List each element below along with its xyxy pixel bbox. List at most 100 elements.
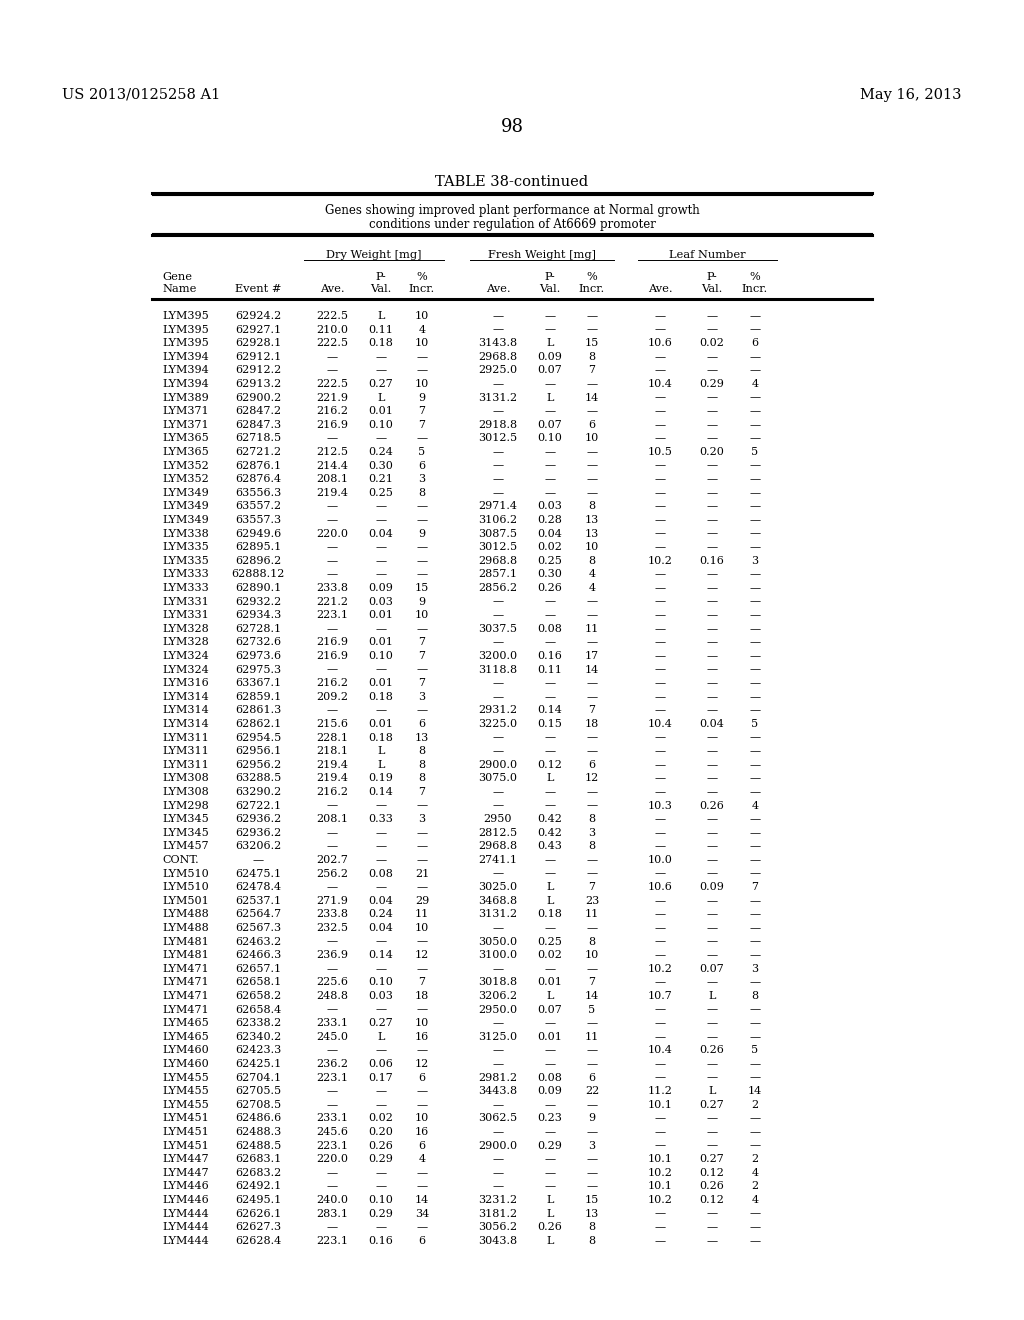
Text: 233.1: 233.1 bbox=[316, 1018, 348, 1028]
Text: 3225.0: 3225.0 bbox=[478, 719, 517, 729]
Text: 3181.2: 3181.2 bbox=[478, 1209, 517, 1218]
Text: —: — bbox=[327, 543, 338, 552]
Text: —: — bbox=[417, 433, 428, 444]
Text: LYM298: LYM298 bbox=[162, 801, 209, 810]
Text: —: — bbox=[707, 528, 718, 539]
Text: 3075.0: 3075.0 bbox=[478, 774, 517, 783]
Text: —: — bbox=[376, 366, 387, 375]
Text: L: L bbox=[377, 392, 385, 403]
Text: LYM349: LYM349 bbox=[162, 502, 209, 511]
Text: —: — bbox=[707, 638, 718, 647]
Text: —: — bbox=[376, 515, 387, 525]
Text: 245.6: 245.6 bbox=[316, 1127, 348, 1137]
Text: —: — bbox=[376, 543, 387, 552]
Text: 10: 10 bbox=[585, 433, 599, 444]
Text: —: — bbox=[654, 896, 666, 906]
Text: L: L bbox=[547, 1236, 554, 1246]
Text: —: — bbox=[750, 528, 761, 539]
Text: LYM316: LYM316 bbox=[162, 678, 209, 688]
Text: 209.2: 209.2 bbox=[316, 692, 348, 702]
Text: 2857.1: 2857.1 bbox=[478, 569, 517, 579]
Text: —: — bbox=[654, 366, 666, 375]
Text: 10.7: 10.7 bbox=[647, 991, 673, 1001]
Text: LYM365: LYM365 bbox=[162, 433, 209, 444]
Text: 271.9: 271.9 bbox=[316, 896, 348, 906]
Text: 0.06: 0.06 bbox=[369, 1059, 393, 1069]
Text: 4: 4 bbox=[752, 1195, 759, 1205]
Text: —: — bbox=[750, 1140, 761, 1151]
Text: —: — bbox=[587, 638, 598, 647]
Text: 62927.1: 62927.1 bbox=[234, 325, 281, 334]
Text: 62722.1: 62722.1 bbox=[234, 801, 281, 810]
Text: 0.12: 0.12 bbox=[699, 1168, 724, 1177]
Text: 62564.7: 62564.7 bbox=[234, 909, 281, 920]
Text: 0.25: 0.25 bbox=[538, 556, 562, 566]
Text: 0.42: 0.42 bbox=[538, 828, 562, 838]
Text: —: — bbox=[707, 488, 718, 498]
Text: 62704.1: 62704.1 bbox=[234, 1073, 281, 1082]
Text: 62732.6: 62732.6 bbox=[234, 638, 281, 647]
Text: 2981.2: 2981.2 bbox=[478, 1073, 517, 1082]
Text: —: — bbox=[327, 433, 338, 444]
Text: 22: 22 bbox=[585, 1086, 599, 1096]
Text: —: — bbox=[654, 841, 666, 851]
Text: 7: 7 bbox=[589, 977, 596, 987]
Text: 0.10: 0.10 bbox=[369, 651, 393, 661]
Text: —: — bbox=[707, 1005, 718, 1015]
Text: 0.21: 0.21 bbox=[369, 474, 393, 484]
Text: LYM371: LYM371 bbox=[162, 407, 209, 416]
Text: 10.2: 10.2 bbox=[647, 556, 673, 566]
Text: —: — bbox=[750, 828, 761, 838]
Text: —: — bbox=[587, 461, 598, 471]
Text: —: — bbox=[493, 447, 504, 457]
Text: —: — bbox=[417, 705, 428, 715]
Text: —: — bbox=[654, 502, 666, 511]
Text: 5: 5 bbox=[419, 447, 426, 457]
Text: 3087.5: 3087.5 bbox=[478, 528, 517, 539]
Text: LYM510: LYM510 bbox=[162, 882, 209, 892]
Text: —: — bbox=[750, 1073, 761, 1082]
Text: 0.20: 0.20 bbox=[369, 1127, 393, 1137]
Text: 14: 14 bbox=[585, 991, 599, 1001]
Text: 0.26: 0.26 bbox=[538, 583, 562, 593]
Text: —: — bbox=[327, 882, 338, 892]
Text: LYM328: LYM328 bbox=[162, 638, 209, 647]
Text: —: — bbox=[545, 597, 556, 607]
Text: 0.33: 0.33 bbox=[369, 814, 393, 824]
Text: 0.12: 0.12 bbox=[699, 1195, 724, 1205]
Text: 233.8: 233.8 bbox=[316, 583, 348, 593]
Text: —: — bbox=[750, 352, 761, 362]
Text: 0.26: 0.26 bbox=[369, 1140, 393, 1151]
Text: 3131.2: 3131.2 bbox=[478, 909, 517, 920]
Text: 2: 2 bbox=[752, 1100, 759, 1110]
Text: 3050.0: 3050.0 bbox=[478, 937, 517, 946]
Text: 216.2: 216.2 bbox=[316, 407, 348, 416]
Text: 2918.8: 2918.8 bbox=[478, 420, 517, 430]
Text: 12: 12 bbox=[415, 950, 429, 960]
Text: —: — bbox=[707, 1073, 718, 1082]
Text: 10: 10 bbox=[415, 1113, 429, 1123]
Text: LYM488: LYM488 bbox=[162, 923, 209, 933]
Text: TABLE 38-continued: TABLE 38-continued bbox=[435, 176, 589, 189]
Text: Val.: Val. bbox=[371, 284, 392, 294]
Text: LYM328: LYM328 bbox=[162, 624, 209, 634]
Text: LYM471: LYM471 bbox=[162, 991, 209, 1001]
Text: —: — bbox=[750, 855, 761, 865]
Text: —: — bbox=[654, 1059, 666, 1069]
Text: 0.09: 0.09 bbox=[538, 1086, 562, 1096]
Text: —: — bbox=[493, 474, 504, 484]
Text: LYM394: LYM394 bbox=[162, 352, 209, 362]
Text: —: — bbox=[707, 855, 718, 865]
Text: —: — bbox=[707, 1222, 718, 1232]
Text: 62705.5: 62705.5 bbox=[234, 1086, 281, 1096]
Text: —: — bbox=[750, 664, 761, 675]
Text: —: — bbox=[707, 841, 718, 851]
Text: Gene: Gene bbox=[162, 272, 193, 282]
Text: —: — bbox=[750, 678, 761, 688]
Text: —: — bbox=[493, 488, 504, 498]
Text: L: L bbox=[547, 896, 554, 906]
Text: —: — bbox=[707, 597, 718, 607]
Text: Ave.: Ave. bbox=[648, 284, 673, 294]
Text: 62924.2: 62924.2 bbox=[234, 312, 282, 321]
Text: 62340.2: 62340.2 bbox=[234, 1032, 282, 1041]
